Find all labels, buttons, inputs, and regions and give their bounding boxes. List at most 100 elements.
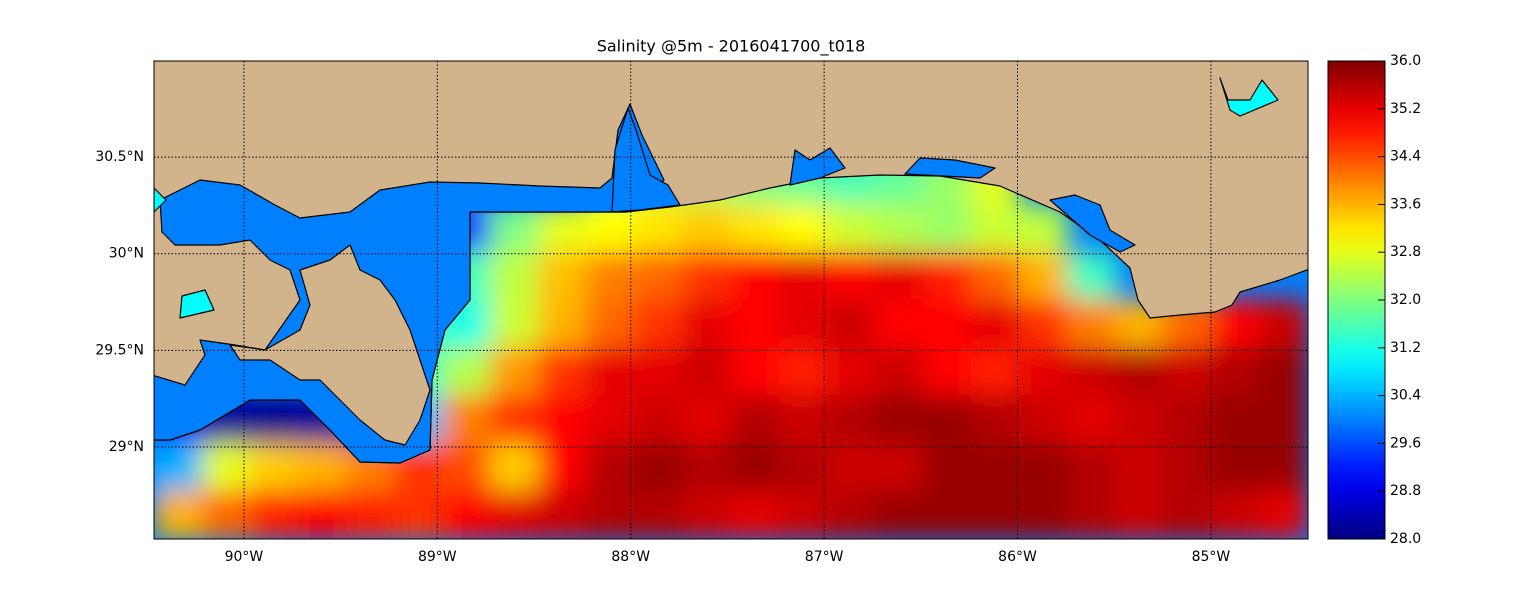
salinity-cell [682,203,732,253]
colorbar-tick-label: 28.8 [1390,483,1421,499]
salinity-cell [1019,442,1069,492]
salinity-cell [1019,347,1069,397]
salinity-cell [490,347,540,397]
salinity-cell [682,251,732,301]
salinity-cell [1163,490,1213,539]
colorbar-tick-label: 31.2 [1390,340,1421,356]
salinity-cell [442,395,492,444]
salinity-cell [1211,395,1261,444]
salinity-field [154,156,1308,539]
salinity-cell [634,442,684,492]
salinity-cell [1019,251,1069,301]
salinity-cell [442,490,492,539]
plot-frame [153,60,1309,540]
salinity-cell [1259,347,1308,397]
salinity-cell [874,251,924,301]
x-tick-label: 89°W [418,549,457,565]
salinity-cell [874,203,924,253]
salinity-cell [730,490,780,539]
salinity-cell [586,299,636,349]
salinity-cell [1115,395,1165,444]
y-tick-label: 30.5°N [95,149,144,165]
salinity-cell [1163,442,1213,492]
salinity-cell [922,395,972,444]
salinity-cell [970,299,1020,349]
chart-title: Salinity @5m - 2016041700_t018 [597,37,866,57]
colorbar-tick-label: 32.0 [1390,292,1421,308]
salinity-cell [922,490,972,539]
salinity-cell [538,442,588,492]
salinity-cell [634,299,684,349]
x-tick-label: 90°W [225,549,264,565]
salinity-cell [970,347,1020,397]
salinity-cell [778,251,828,301]
salinity-cell [922,299,972,349]
salinity-cell [154,490,203,539]
colorbar-tick-label: 29.6 [1390,435,1421,451]
colorbar-tick-label: 36.0 [1390,53,1421,69]
salinity-cell [538,251,588,301]
salinity-cell [730,347,780,397]
colorbar: 28.0 28.8 29.6 30.4 31.2 32.0 32.8 33.6 34.4 35.2… [1327,53,1421,547]
salinity-cell [538,347,588,397]
geography [154,61,1308,464]
colorbar-tick-label: 35.2 [1390,101,1421,117]
salinity-cell [778,395,828,444]
salinity-cell [970,251,1020,301]
salinity-cell [730,395,780,444]
salinity-cell [730,203,780,253]
salinity-cell [922,251,972,301]
salinity-cell [249,442,299,492]
salinity-cell [1259,490,1308,539]
salinity-cell [442,347,492,397]
salinity-cell [634,251,684,301]
salinity-cell [201,442,251,492]
salinity-cell [586,395,636,444]
salinity-cell [1067,347,1117,397]
salinity-cell [1259,442,1308,492]
salinity-cell [730,442,780,492]
salinity-cell [634,490,684,539]
salinity-cell [490,490,540,539]
colorbar-tick-label: 28.0 [1390,531,1421,547]
salinity-cell [826,442,876,492]
salinity-cells [154,156,1308,539]
salinity-cell [586,442,636,492]
salinity-cell [922,203,972,253]
salinity-cell [778,490,828,539]
salinity-cell [1019,395,1069,444]
salinity-cell [634,395,684,444]
lake [179,289,215,319]
y-tick-label: 29.5°N [95,342,144,358]
salinity-cell [1067,442,1117,492]
salinity-cell [826,347,876,397]
salinity-cell [1259,395,1308,444]
salinity-cell [682,299,732,349]
grid [154,61,1308,539]
salinity-cell [682,490,732,539]
salinity-cell [682,442,732,492]
salinity-cell [1211,442,1261,492]
salinity-cell [730,251,780,301]
x-tick-label: 88°W [611,549,650,565]
salinity-cell [249,395,299,444]
salinity-cell [874,347,924,397]
salinity-cell [682,347,732,397]
salinity-cell [1067,490,1117,539]
salinity-cell [826,490,876,539]
salinity-cell [1211,347,1261,397]
salinity-cell [826,395,876,444]
salinity-cell [1067,251,1117,301]
colorbar-scale [1327,60,1386,540]
salinity-cell [1067,299,1117,349]
salinity-cell [634,347,684,397]
salinity-cell [442,442,492,492]
salinity-cell [297,490,347,539]
x-tick-label: 87°W [805,549,844,565]
salinity-cell [778,299,828,349]
salinity-cell [490,251,540,301]
salinity-cell [874,395,924,444]
colorbar-tick-label: 34.4 [1390,149,1421,165]
salinity-cell [586,347,636,397]
